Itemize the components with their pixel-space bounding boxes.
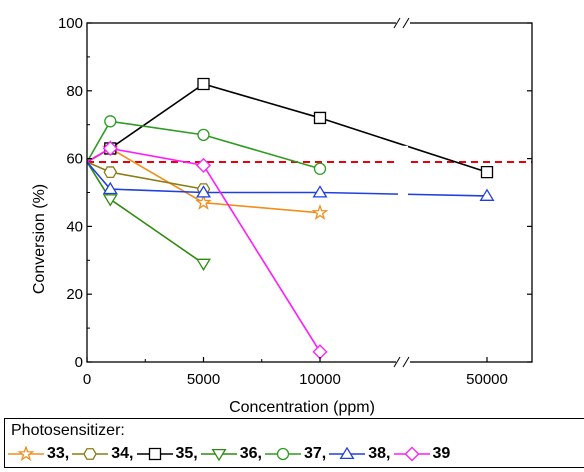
legend-marker-38 [339, 446, 355, 460]
legend-marker-34 [83, 448, 98, 460]
point-37-2 [197, 128, 210, 141]
axis-break-mark-a-0 [393, 17, 401, 29]
legend-swatch-35 [136, 447, 173, 461]
point-37-3 [313, 162, 327, 175]
legend-entry-38: 38, [328, 445, 391, 463]
legend-swatch-36 [200, 448, 237, 462]
point-36-2 [196, 258, 211, 271]
legend-entry-39: 39 [393, 445, 451, 463]
axis-break-gap-0 [396, 20, 410, 26]
axis-break-mark-b-0 [402, 17, 410, 29]
legend-swatch-38 [329, 446, 366, 460]
series-line-36 [86, 161, 204, 265]
legend-entry-33: 33, [7, 445, 69, 463]
legend-entry-37: 37, [264, 445, 326, 463]
series-break-gap-0 [398, 145, 408, 175]
y-tick-label-40: 40 [66, 218, 83, 235]
point-35-4 [480, 166, 494, 179]
point-39-1 [102, 140, 118, 156]
axis-break-mark-b-1 [402, 356, 410, 368]
x-tick-label-50000: 50000 [466, 371, 508, 388]
point-35-3 [313, 111, 327, 125]
series-break-gap-1 [398, 184, 408, 204]
conversion-chart: 0 20 40 60 80 100 0 5000 10000 50000 Conversion (… [31, 15, 533, 416]
legend-swatch-33 [8, 446, 44, 462]
legend-title: Photosensitizer: [11, 422, 125, 439]
legend-marker-39 [403, 446, 420, 462]
legend-label-35: 35, [175, 445, 198, 462]
point-38-4 [479, 188, 495, 201]
y-axis-label: Conversion (%) [31, 184, 48, 294]
series-38 [86, 161, 495, 201]
series-line-34 [86, 161, 204, 190]
series-34 [86, 161, 211, 195]
point-37-1 [104, 115, 117, 128]
point-38-2 [196, 185, 211, 198]
y-tick-label-80: 80 [66, 83, 83, 100]
legend-marker-37 [276, 447, 290, 461]
point-35-2 [197, 77, 210, 91]
legend-label-37: 37, [304, 445, 327, 462]
x-tick-label-0: 0 [83, 371, 91, 388]
x-tick-label-5000: 5000 [187, 371, 220, 388]
legend-entry-35: 35, [136, 445, 198, 463]
legend-entry-36: 36, [200, 445, 262, 463]
y-tick-label-100: 100 [58, 15, 83, 32]
point-38-1 [102, 181, 118, 195]
point-33-3 [311, 203, 329, 221]
axis-break-mark-a-1 [393, 356, 401, 368]
series-line-37 [86, 120, 321, 170]
legend-entries: 33, 34, 35, 36, 37, 38, 39 [7, 445, 452, 463]
legend-entry-34: 34, [71, 445, 134, 463]
series-line-39 [86, 147, 321, 353]
y-tick-label-60: 60 [66, 151, 83, 168]
x-axis-label: Concentration (ppm) [229, 399, 375, 416]
legend: Photosensitizer: 33, 34, 35, 36, 37, 38, 39 [4, 418, 584, 468]
series-37 [86, 115, 327, 175]
legend-swatch-34 [72, 448, 109, 460]
point-33-2 [195, 193, 212, 210]
x-tick-label-10000: 10000 [299, 371, 341, 388]
axis-break-gap-1 [396, 359, 410, 365]
legend-label-39: 39 [432, 445, 451, 462]
point-39-2 [195, 157, 212, 173]
legend-label-36: 36, [239, 445, 262, 462]
legend-label-34: 34, [111, 445, 134, 462]
legend-marker-36 [211, 448, 227, 462]
y-tick-label-0: 0 [75, 354, 83, 371]
point-34-1 [103, 166, 118, 179]
point-39-3 [312, 344, 328, 360]
y-tick-label-20: 20 [66, 286, 83, 303]
series-33 [86, 139, 329, 221]
point-38-3 [312, 185, 328, 198]
legend-swatch-39 [393, 446, 430, 462]
legend-label-33: 33, [47, 445, 70, 462]
series-36 [86, 161, 211, 271]
series-39 [86, 140, 328, 360]
legend-marker-35 [148, 447, 161, 461]
legend-swatch-37 [265, 447, 301, 461]
point-36-1 [102, 194, 118, 207]
legend-label-38: 38, [368, 445, 391, 462]
legend-marker-33 [17, 446, 35, 462]
